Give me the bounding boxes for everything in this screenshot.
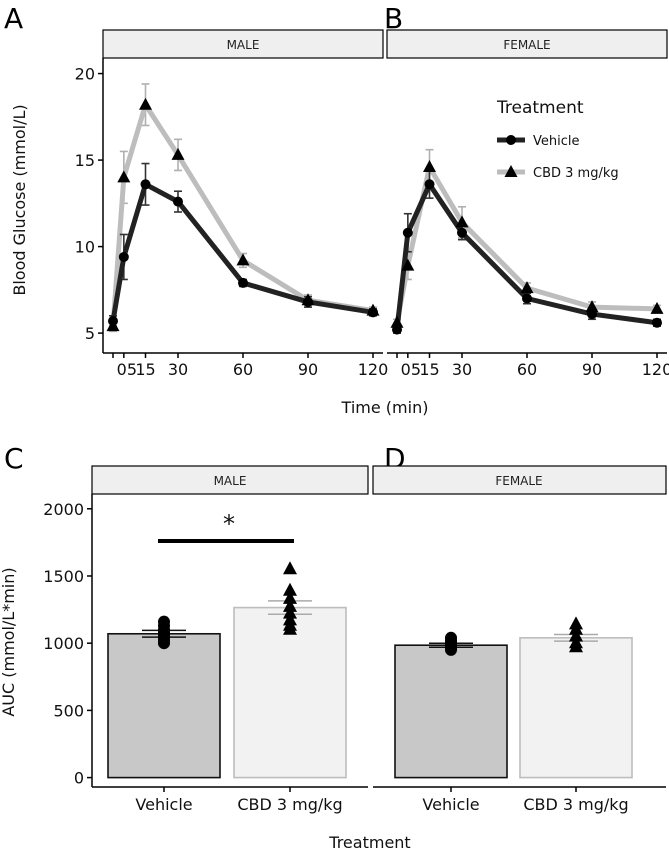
plot-panel-d: Vehicle CBD 3 mg/kg bbox=[394, 616, 633, 814]
data-point-triangle bbox=[283, 612, 297, 626]
strip-label-female-auc: FEMALE bbox=[495, 474, 542, 488]
strip-b: FEMALE bbox=[386, 29, 668, 59]
x-tick-label: 30 bbox=[452, 360, 472, 379]
data-point-circle bbox=[522, 293, 532, 304]
legend: Treatment Vehicle CBD 3 mg/kg bbox=[496, 98, 619, 181]
y-tick-label: 10 bbox=[75, 238, 95, 257]
data-point-triangle bbox=[520, 281, 534, 294]
data-point-circle bbox=[140, 179, 151, 190]
strip-label-male: MALE bbox=[227, 38, 260, 52]
legend-title: Treatment bbox=[496, 98, 584, 118]
plot-panel-c: 0 500 1000 1500 2000 Vehicle CBD 3 mg/kg * bbox=[43, 500, 347, 814]
data-point-circle bbox=[652, 317, 662, 328]
bar bbox=[394, 644, 508, 779]
data-point-circle bbox=[402, 227, 413, 238]
data-point-circle bbox=[108, 315, 118, 326]
data-point-circle bbox=[238, 277, 248, 288]
x-tick-label: 15 bbox=[419, 360, 439, 379]
strip-d: FEMALE bbox=[372, 465, 667, 495]
data-point-triangle bbox=[585, 300, 599, 313]
data-point-circle bbox=[445, 631, 457, 644]
y-tick-label: 0 bbox=[74, 769, 84, 788]
x-tick-label: 120 bbox=[642, 360, 669, 379]
data-point-triangle bbox=[283, 605, 297, 619]
y-tick-label: 500 bbox=[53, 701, 84, 720]
series-line bbox=[110, 102, 374, 327]
data-point-circle bbox=[173, 196, 183, 207]
data-point-circle bbox=[303, 296, 313, 307]
panel-label-b: B bbox=[384, 2, 403, 35]
x-axis-title-time: Time (min) bbox=[341, 398, 429, 417]
bar bbox=[107, 632, 221, 779]
data-point-circle bbox=[587, 309, 597, 320]
x-tick-label: 05 bbox=[401, 360, 421, 379]
data-point-triangle bbox=[650, 301, 664, 314]
data-point-triangle bbox=[236, 253, 250, 266]
data-point-triangle bbox=[390, 315, 404, 328]
x-tick-label: 60 bbox=[517, 360, 537, 379]
panel-label-a: A bbox=[4, 2, 23, 35]
y-tick-label: 1500 bbox=[43, 567, 84, 586]
x-tick-label: 120 bbox=[358, 360, 389, 379]
data-point-triangle bbox=[283, 598, 297, 612]
legend-marker-cbd bbox=[504, 165, 518, 177]
y-tick-label: 5 bbox=[85, 324, 95, 343]
data-point-circle bbox=[424, 179, 435, 190]
y-tick-label: 2000 bbox=[43, 500, 84, 519]
strip-c: MALE bbox=[91, 465, 369, 495]
x-tick-label: Vehicle bbox=[135, 795, 192, 814]
panel-label-c: C bbox=[4, 442, 24, 475]
strip-label-male-auc: MALE bbox=[214, 474, 247, 488]
data-point-triangle bbox=[423, 160, 436, 173]
series-line bbox=[110, 181, 374, 322]
x-tick-label: CBD 3 mg/kg bbox=[237, 795, 342, 814]
x-tick-label: 90 bbox=[298, 360, 318, 379]
legend-label-vehicle: Vehicle bbox=[533, 134, 580, 149]
data-point-triangle bbox=[569, 616, 583, 630]
data-point-triangle bbox=[283, 590, 297, 604]
data-point-circle bbox=[457, 227, 467, 238]
y-tick-label: 1000 bbox=[43, 634, 84, 653]
y-tick-label: 20 bbox=[75, 65, 95, 84]
data-point-triangle bbox=[117, 170, 131, 183]
bar bbox=[519, 637, 633, 779]
legend-marker-vehicle bbox=[506, 135, 516, 145]
y-tick-label: 15 bbox=[75, 151, 95, 170]
data-point-circle bbox=[118, 251, 129, 262]
data-point-circle bbox=[392, 324, 402, 335]
legend-label-cbd: CBD 3 mg/kg bbox=[533, 166, 619, 181]
data-point-triangle bbox=[569, 628, 583, 642]
data-point-circle bbox=[158, 615, 170, 628]
data-point-triangle bbox=[569, 635, 583, 649]
x-tick-label: CBD 3 mg/kg bbox=[523, 795, 628, 814]
strip-label-female: FEMALE bbox=[503, 38, 550, 52]
x-tick-label: 30 bbox=[168, 360, 188, 379]
x-tick-label: 60 bbox=[233, 360, 253, 379]
data-point-triangle bbox=[283, 582, 297, 596]
x-tick-label: 15 bbox=[135, 360, 155, 379]
x-tick-label: Vehicle bbox=[422, 795, 479, 814]
x-tick-label: 90 bbox=[582, 360, 602, 379]
significance-star: * bbox=[223, 510, 235, 538]
data-point-triangle bbox=[455, 215, 469, 228]
strip-a: MALE bbox=[102, 29, 384, 59]
data-point-triangle bbox=[171, 147, 185, 160]
data-point-triangle bbox=[283, 561, 297, 575]
data-point-circle bbox=[368, 307, 378, 318]
y-axis-title-glucose: Blood Glucose (mmol/L) bbox=[10, 104, 29, 295]
data-point-triangle bbox=[401, 258, 415, 271]
y-axis-title-auc: AUC (mmol/L*min) bbox=[0, 567, 18, 716]
x-axis-title-treatment: Treatment bbox=[328, 833, 410, 852]
data-point-triangle bbox=[139, 97, 152, 110]
x-tick-label: 05 bbox=[117, 360, 137, 379]
